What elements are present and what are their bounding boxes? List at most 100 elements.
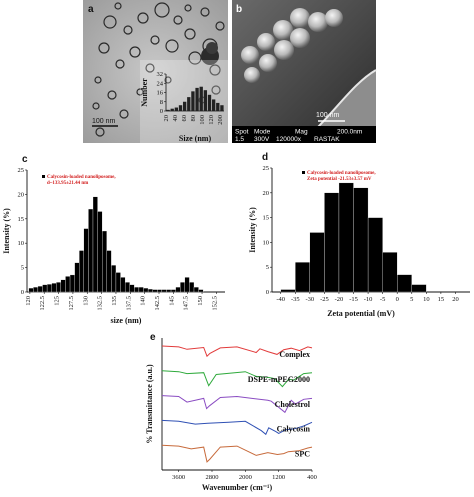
series-label: SPC [295,449,310,458]
inset-x-axis-label: Size (nm) [179,134,212,143]
x-tick-label: 3600 [172,474,185,481]
y-tick-label: 10 [18,240,25,247]
panel-a: a 100 nm 0 8 16 24 32 20 40 60 80 100 120 200 Size (… [83,0,228,143]
histogram-bar [56,282,62,293]
x-tick-label: 127.5 [68,296,75,311]
vesicle [92,102,100,110]
legend-line-1: Calycosin-loaded nanoliposome, [307,171,376,176]
inset-x-tick-label: 80 [190,115,197,122]
vesicle [184,28,196,40]
inset-bar [207,94,212,111]
chart-e-ftir: Complex DSPE-mPEG2000 Cholestrol Calycosin S… [145,338,317,492]
spectrum-cholestrol [161,395,313,414]
spectrum-dspe-mpeg2000 [161,370,313,388]
histogram-bar [198,289,204,293]
histogram-bar [83,228,89,293]
inset-bar [187,97,191,111]
histogram-bar [33,286,39,293]
x-tick-label: 20 [452,296,459,303]
series-label: Calycosin [277,425,311,434]
x-tick-label: 152.5 [211,296,218,311]
inset-bar [203,90,208,111]
panel-c-letter: c [22,154,28,165]
y-tick-label: 25 [263,165,270,172]
x-tick-label: 145 [168,296,175,306]
histogram-bar [129,284,135,293]
y-tick-label: 10 [263,239,270,246]
vesicle [145,63,155,73]
vesicle [165,39,179,53]
histogram-bar [124,282,130,293]
x-tick-label: -30 [306,296,315,303]
y-axis-label: Intensity (%) [2,208,11,254]
sem-info-detector: RASTAK [314,136,340,143]
inset-y-tick-label: 16 [157,90,164,97]
tem-image [83,0,228,143]
vesicle [129,46,141,58]
histogram-bar [79,250,84,293]
vesicle [94,76,102,84]
x-tick-label: 5 [410,296,413,303]
histogram-bar [37,285,43,293]
legend-line-2: d~133.95±21.44 nm [47,181,89,186]
inset-bar [195,87,199,111]
legend-line-2: Zeta potential -21.53±3.57 mV [307,177,372,182]
histogram-bar [106,250,112,293]
histogram-bar [189,282,195,293]
legend-marker [302,171,305,174]
vesicle [103,15,117,29]
x-tick-label: 125 [54,296,61,306]
histogram-bar [60,279,66,293]
y-tick-label: 15 [263,215,270,222]
vesicle [115,59,125,69]
histogram-bar [338,182,354,293]
x-tick-label: 400 [307,474,317,481]
x-axis-label: size (nm) [111,316,142,325]
vesicle [211,85,221,95]
panel-e-letter: e [150,332,156,343]
inset-y-tick-label: 8 [160,99,163,106]
inset-y-axis-label: Number [140,78,149,107]
sem-info-bar [232,126,376,143]
histogram-bar [161,289,167,293]
x-tick-label: 2000 [239,474,252,481]
panel-b: b 100 nm Spot Mode Mag 200.0nm 1.5 300V … [232,0,377,144]
vesicle [136,88,144,96]
histogram-bar [147,288,153,293]
histogram-bar [143,287,149,293]
histogram-bar [280,289,296,293]
histogram-bar [51,283,57,293]
vesicle [188,51,202,65]
histogram-bar [74,262,80,293]
vesicle [114,2,122,10]
x-tick-label: 120 [25,296,32,306]
x-tick-label: 2800 [206,474,219,481]
chart-c-size-distribution: 0 5 10 15 20 25 120 122.5 125 127.5 130 132.5 135 137… [2,167,225,325]
panel-d-letter: d [262,152,268,163]
x-tick-label: 15 [438,296,445,303]
y-tick-label: 20 [263,190,270,197]
histogram-bar [138,286,144,293]
x-tick-label: 10 [423,296,430,303]
inset-x-tick-label: 60 [181,115,188,122]
sem-info-spot: Spot [235,129,249,136]
histogram-bar [411,284,427,293]
vesicle [150,35,160,45]
x-tick-label: 122.5 [39,296,46,311]
x-tick-label: -15 [349,296,358,303]
sem-info-mag-val: 120000x [276,136,302,143]
inset-bar [199,86,203,111]
histogram-bar [111,265,117,293]
panel-a-letter: a [88,4,94,15]
histogram-bar [42,284,48,293]
inset-bar [174,107,179,111]
x-tick-label: 137.5 [125,296,132,311]
sem-info-mode-val: 300V [254,136,270,143]
y-tick-label: 20 [18,191,25,198]
histogram-bar [152,289,158,293]
histogram-bar [184,277,190,293]
vesicles [92,2,225,137]
nanoliposome-spheres [241,8,343,83]
inset-bar [182,101,187,111]
spectrum-complex [161,345,313,358]
